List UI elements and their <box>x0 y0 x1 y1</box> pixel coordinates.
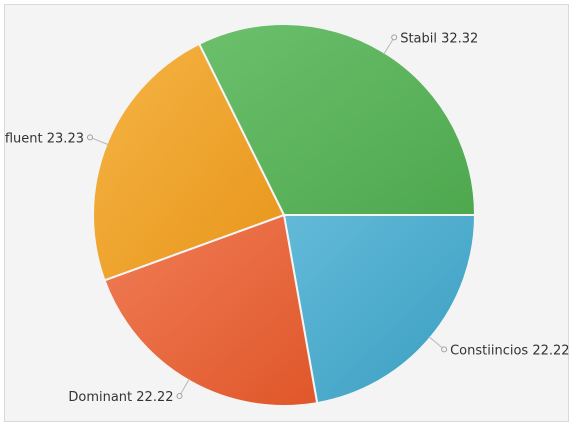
leader-line-stabil <box>383 37 395 55</box>
leader-dot-dominant <box>176 392 183 399</box>
slice-label-dominant: Dominant 22.22 <box>68 390 173 405</box>
slice-label-stabil: Stabil 32.32 <box>400 31 478 46</box>
slice-label-constiincios: Constiincios 22.22 <box>450 343 569 358</box>
leader-line-constiincios <box>428 336 445 350</box>
leader-line-dominant <box>179 378 190 397</box>
slice-label-influent: Influent 23.23 <box>5 131 84 146</box>
chart-frame: Constiincios 22.22 Dominant 22.22 Influent… <box>4 4 570 422</box>
leader-dot-stabil <box>391 34 398 41</box>
pie-chart: Constiincios 22.22 Dominant 22.22 Influent… <box>5 23 570 407</box>
leader-dot-influent <box>86 134 93 141</box>
leader-line-influent <box>89 136 109 146</box>
leader-dot-constiincios <box>441 346 448 353</box>
